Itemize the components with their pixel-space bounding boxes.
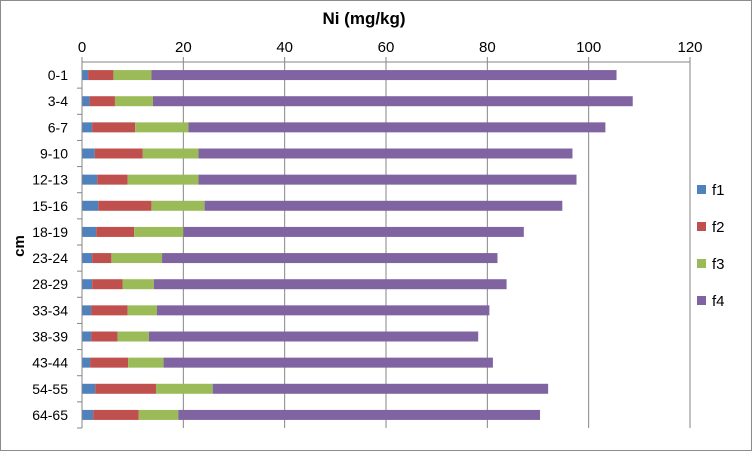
bar-segment-f2	[97, 174, 128, 185]
bar-segment-f3	[122, 279, 154, 290]
axes: 0 20 40 60 80 100 120 0-1 3-4 6-7 9-10 12-13 15-16 18…	[32, 39, 703, 429]
y-axis-label: cm	[11, 235, 28, 257]
bar-segment-f1	[82, 409, 94, 420]
y-tick-label: 12-13	[32, 172, 68, 188]
bar-segment-f3	[138, 409, 179, 420]
y-tick-label: 38-39	[32, 329, 68, 345]
legend-swatch-f3	[697, 259, 706, 268]
chart-title: Ni (mg/kg)	[322, 9, 405, 28]
x-tick-label: 100	[576, 39, 601, 56]
y-tick-label: 18-19	[32, 224, 68, 240]
legend-swatch-f2	[697, 222, 706, 231]
x-tick-label: 120	[677, 39, 702, 56]
bar-segment-f4	[188, 122, 606, 133]
bar-segment-f4	[152, 96, 633, 107]
bar-segment-f2	[95, 383, 156, 394]
x-tick-label: 0	[78, 39, 86, 56]
bar-segment-f4	[198, 148, 573, 159]
bar-segment-f2	[92, 253, 112, 264]
bar-segment-f1	[82, 253, 93, 264]
y-tick-label: 64-65	[32, 407, 68, 423]
bar-segment-f3	[114, 96, 153, 107]
bar-segment-f2	[90, 357, 129, 368]
bar-segment-f1	[82, 305, 92, 316]
bar-segment-f4	[204, 200, 563, 211]
x-tick-label: 60	[378, 39, 395, 56]
bar-segment-f3	[135, 122, 189, 133]
x-tick-label: 20	[175, 39, 192, 56]
bar-segment-f4	[162, 253, 498, 264]
bar-segment-f4	[153, 279, 507, 290]
bar-segment-f4	[156, 305, 490, 316]
bar-segment-f2	[91, 305, 128, 316]
bar-segment-f4	[163, 357, 493, 368]
bar-segment-f2	[91, 331, 118, 342]
legend-label-f1: f1	[712, 182, 725, 199]
y-tick-label: 33-34	[32, 302, 68, 318]
bar-segment-f2	[98, 200, 152, 211]
bar-segment-f2	[92, 122, 136, 133]
bar-segment-f3	[128, 357, 164, 368]
bar-segment-f2	[93, 409, 139, 420]
bar-segment-f1	[82, 70, 89, 81]
bar-segment-f1	[82, 122, 93, 133]
y-tick-label: 6-7	[48, 119, 68, 135]
bar-segment-f3	[155, 383, 213, 394]
y-tick-label: 43-44	[32, 355, 68, 371]
y-tick-label: 54-55	[32, 381, 68, 397]
legend-swatch-f4	[697, 296, 706, 305]
bar-segment-f1	[82, 148, 95, 159]
bar-segment-f1	[82, 279, 93, 290]
bar-segment-f1	[82, 226, 97, 237]
bar-segment-f4	[151, 70, 617, 81]
x-tick-label: 80	[479, 39, 496, 56]
bar-segment-f4	[178, 409, 541, 420]
bar-segment-f3	[111, 253, 163, 264]
bar-segment-f2	[96, 226, 135, 237]
bar-segment-f3	[127, 174, 199, 185]
legend-swatch-f1	[697, 185, 706, 194]
y-tick-label: 3-4	[48, 93, 68, 109]
bar-segment-f3	[142, 148, 199, 159]
bar-segment-f3	[151, 200, 205, 211]
y-tick-label: 9-10	[40, 146, 68, 162]
bar-segment-f2	[94, 148, 143, 159]
legend: f1 f2 f3 f4	[697, 182, 725, 310]
legend-label-f3: f3	[712, 256, 725, 273]
legend-label-f4: f4	[712, 293, 725, 310]
y-tick-label: 23-24	[32, 250, 68, 266]
bar-segment-f4	[212, 383, 549, 394]
bar-segment-f4	[198, 174, 577, 185]
bar-segment-f3	[127, 305, 157, 316]
bar-segment-f2	[92, 279, 123, 290]
legend-label-f2: f2	[712, 219, 725, 236]
bar-segment-f1	[82, 331, 92, 342]
bar-segment-f1	[82, 174, 98, 185]
bar-segment-f2	[89, 96, 115, 107]
bar-segment-f1	[82, 96, 90, 107]
bars	[82, 70, 633, 420]
bar-segment-f1	[82, 200, 99, 211]
bar-segment-f3	[117, 331, 149, 342]
y-tick-label: 28-29	[32, 276, 68, 292]
y-tick-label: 15-16	[32, 198, 68, 214]
bar-segment-f1	[82, 383, 96, 394]
bar-segment-f2	[88, 70, 114, 81]
x-tick-label: 40	[276, 39, 293, 56]
bar-segment-f4	[183, 226, 524, 237]
bar-segment-f3	[113, 70, 152, 81]
bar-segment-f4	[148, 331, 479, 342]
bar-segment-f1	[82, 357, 91, 368]
y-tick-label: 0-1	[48, 67, 68, 83]
bar-segment-f3	[134, 226, 184, 237]
